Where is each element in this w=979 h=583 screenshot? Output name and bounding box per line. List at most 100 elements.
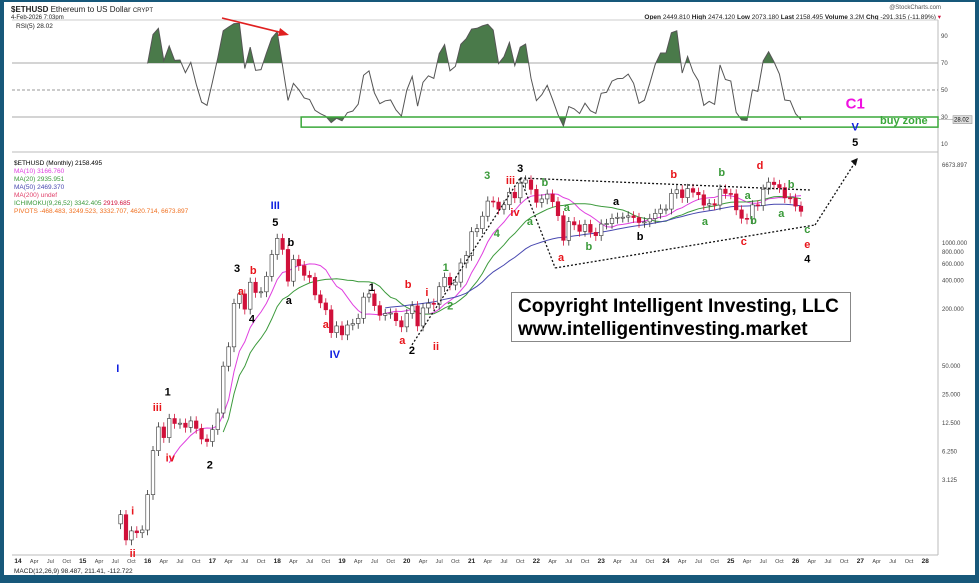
candle-body	[793, 197, 798, 207]
candle-body	[258, 291, 264, 294]
candle-body	[318, 294, 323, 304]
macd-label: MACD(12,26,9) 98.487, 211.41, -112.722	[14, 568, 133, 575]
rsi-current-value: 28.02	[954, 118, 970, 124]
website-line: www.intelligentinvesting.market	[518, 319, 808, 340]
candle-body	[798, 205, 804, 212]
candle-body	[231, 303, 237, 348]
x-tick-year: 18	[274, 558, 282, 565]
candle-body	[647, 218, 652, 223]
price-tick-label: 25.000	[942, 393, 961, 399]
x-tick-month: Apr	[678, 559, 687, 565]
x-tick-month: Jul	[176, 559, 183, 565]
wave-label: 3	[484, 170, 490, 182]
wave-label: c	[804, 224, 810, 236]
candle-body	[788, 197, 793, 200]
wave-label: e	[804, 239, 810, 251]
arrowhead-icon	[278, 28, 289, 36]
wave-label: 4	[804, 253, 811, 265]
x-tick-year: 25	[727, 558, 735, 565]
candle-body	[458, 262, 463, 283]
candle-body	[437, 286, 442, 305]
candle-body	[669, 193, 674, 210]
candle-body	[572, 221, 577, 226]
x-tick-month: Oct	[516, 559, 525, 565]
wave-label: c	[741, 236, 747, 248]
candle-body	[728, 193, 733, 195]
candle-body	[269, 254, 274, 277]
x-tick-month: Oct	[62, 559, 71, 565]
candle-body	[674, 189, 679, 194]
legend-ma20: MA(20) 2935.951	[14, 176, 65, 183]
wave-label: 1	[165, 387, 171, 399]
candle-body	[534, 189, 539, 203]
wave-label: b	[670, 169, 677, 181]
wave-label: 3	[234, 263, 240, 275]
x-tick-year: 14	[14, 558, 22, 565]
candle-body	[701, 194, 706, 206]
x-tick-month: Oct	[646, 559, 655, 565]
price-tick-label: 200.000	[942, 307, 964, 313]
x-tick-month: Oct	[905, 559, 914, 565]
x-tick-month: Jul	[824, 559, 831, 565]
candle-body	[750, 204, 755, 220]
wave-trendline	[411, 177, 521, 346]
candle-body	[685, 188, 690, 198]
candle-body	[491, 200, 496, 203]
price-tick-label: 3.125	[942, 478, 958, 484]
x-tick-month: Apr	[354, 559, 363, 565]
buy-zone-label: buy zone	[880, 115, 928, 127]
candle-body	[404, 313, 409, 328]
wave-label: a	[323, 319, 330, 331]
price-tick-label: 400.000	[942, 279, 964, 285]
x-tick-month: Oct	[775, 559, 784, 565]
ma50-line	[385, 203, 802, 309]
candle-body	[771, 181, 777, 185]
wave-label: 2	[447, 300, 453, 312]
x-tick-year: 19	[338, 558, 346, 565]
candle-body	[226, 346, 231, 367]
buy-zone-box	[300, 116, 939, 128]
wave-label: C1	[846, 96, 865, 113]
x-tick-month: Oct	[581, 559, 590, 565]
wave-label: III	[271, 200, 280, 212]
candle-body	[550, 193, 555, 203]
candle-body	[161, 426, 166, 438]
x-tick-month: Jul	[241, 559, 248, 565]
candle-body	[566, 221, 571, 241]
candle-body	[280, 238, 285, 250]
x-tick-month: Oct	[840, 559, 849, 565]
candle-body	[420, 307, 426, 327]
wave-trendline	[555, 224, 816, 269]
rsi-current-tag	[952, 115, 973, 124]
candle-body	[663, 208, 669, 211]
candle-body	[469, 231, 474, 256]
price-tick-label: 50.000	[942, 364, 961, 370]
candle-body	[361, 296, 366, 319]
legend-pivots: PIVOTS -468.483, 3249.523, 3332.707, 462…	[14, 208, 189, 215]
candle-body	[707, 203, 712, 206]
x-tick-year: 16	[144, 558, 152, 565]
x-tick-month: Apr	[30, 559, 39, 565]
candle-body	[140, 529, 145, 534]
quote-summary: Open 2449.810 High 2474.120 Low 2073.180…	[644, 14, 941, 21]
candle-body	[712, 203, 717, 206]
x-tick-month: Jul	[436, 559, 443, 565]
candle-body	[383, 313, 388, 316]
candle-body	[388, 312, 393, 315]
legend-ma50: MA(50) 2469.370	[14, 184, 65, 191]
candle-body	[415, 305, 420, 327]
wave-label: a	[778, 208, 785, 220]
wave-label: a	[399, 335, 406, 347]
candle-body	[399, 320, 404, 328]
copyright-line: Copyright Intelligent Investing, LLC	[518, 296, 839, 317]
candle-body	[501, 204, 507, 210]
candle-body	[464, 255, 469, 264]
candle-body	[615, 216, 620, 219]
x-tick-month: Oct	[386, 559, 395, 565]
candle-body	[739, 209, 744, 219]
wave-label: iv	[166, 453, 176, 465]
source-label: @StockCharts.com	[889, 5, 941, 11]
candle-body	[323, 302, 328, 311]
legend-ichimoku: ICHIMOKU(9,26,52) 3342.405 2919.685	[14, 200, 131, 207]
candle-body	[642, 221, 647, 224]
